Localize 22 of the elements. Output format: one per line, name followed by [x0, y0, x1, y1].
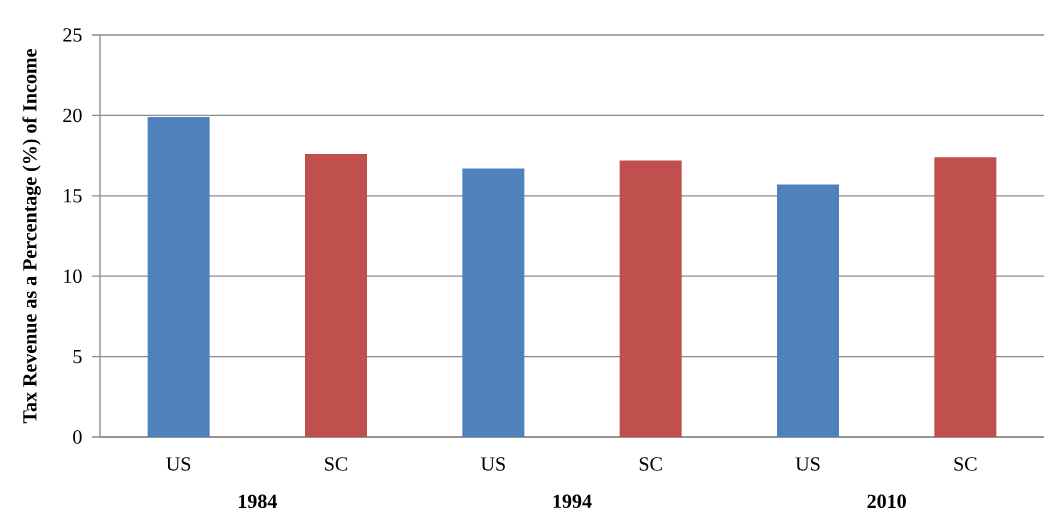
text: 1994 [553, 494, 592, 509]
bar [305, 153, 368, 437]
x-tick-label: SC [954, 457, 977, 471]
y-tick-label: 0 [73, 430, 82, 444]
x-tick-label: US [795, 457, 820, 471]
y-tick-label: 5 [73, 349, 82, 364]
bar [462, 168, 525, 437]
bar [777, 184, 840, 437]
y-axis-title: Tax Revenue as a Percentage (%) of Income [22, 49, 41, 424]
y-tick-label: 15 [64, 189, 82, 203]
x-tick-label: US [166, 457, 191, 471]
x-tick-label: US [480, 457, 505, 471]
x-tick-label: SC [639, 457, 662, 471]
x-tick-label: SC [325, 457, 348, 471]
bar [619, 160, 682, 437]
y-tick-label: 10 [64, 269, 82, 283]
y-tick-label: 25 [63, 28, 82, 42]
text: 2010 [867, 494, 906, 509]
y-tick-label: 20 [63, 108, 82, 123]
text: 1984 [238, 494, 277, 509]
bar [147, 117, 210, 437]
bar [934, 157, 997, 437]
